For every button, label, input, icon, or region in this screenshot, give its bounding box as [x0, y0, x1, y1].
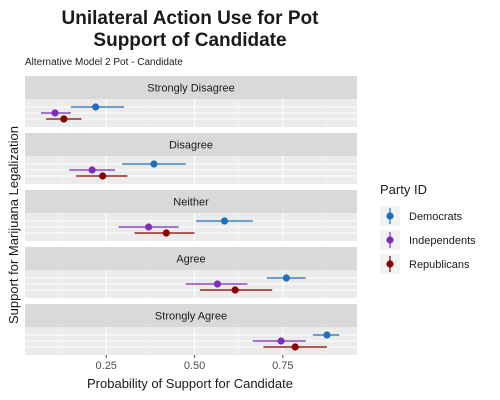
facet-strongly-disagree: Strongly Disagree [25, 76, 357, 127]
legend-label-independents: Independents [409, 235, 476, 247]
legend-label-democrats: Democrats [409, 211, 463, 223]
legend-key-point [386, 212, 394, 220]
facet-strip-label: Strongly Agree [155, 311, 227, 323]
point-republicans [60, 115, 68, 123]
facet-strongly-agree: Strongly Agree [25, 304, 357, 355]
facet-strip-label: Disagree [169, 140, 213, 152]
legend-key-point [386, 260, 394, 268]
facet-neither: Neither [25, 190, 357, 241]
point-independents [145, 223, 153, 231]
point-democrats [323, 331, 331, 339]
facet-strip-label: Strongly Disagree [147, 83, 234, 95]
point-democrats [220, 217, 229, 225]
point-democrats [150, 160, 158, 168]
point-independents [277, 337, 285, 345]
chart-title-line-2: Support of Candidate [93, 30, 286, 51]
x-tick-label: 0.75 [272, 360, 293, 372]
legend: Party ID Democrats Independents Republican… [380, 182, 476, 274]
legend-key-republicans [380, 254, 400, 274]
chart-title-line-1: Unilateral Action Use for Pot [62, 8, 320, 29]
facet-disagree: Disagree [25, 133, 357, 184]
facet-strip [25, 304, 357, 327]
point-republicans [99, 172, 107, 180]
x-tick-label: 0.25 [96, 360, 117, 372]
legend-key-point [386, 236, 394, 244]
legend-key-independents [380, 230, 400, 250]
point-republicans [231, 286, 239, 294]
facet-strip-label: Neither [173, 197, 209, 209]
point-democrats [92, 103, 100, 111]
facet-panels: Strongly Disagree Disagree Neither Agree Str… [25, 76, 357, 355]
y-axis-label: Support for Marijuana Legalization [6, 126, 21, 324]
facet-strip [25, 76, 357, 99]
x-tick-label: 0.50 [184, 360, 205, 372]
point-democrats [282, 274, 290, 282]
point-republicans [162, 229, 170, 237]
point-independents [213, 280, 222, 288]
legend-key-democrats [380, 206, 400, 226]
point-independents [51, 109, 59, 117]
x-axis: 0.25 0.50 0.75 [96, 355, 294, 372]
facet-strip-label: Agree [176, 254, 205, 266]
legend-label-republicans: Republicans [409, 259, 470, 271]
point-republicans [291, 343, 299, 351]
facet-strip [25, 190, 357, 213]
chart-subtitle: Alternative Model 2 Pot - Candidate [25, 57, 183, 68]
facet-agree: Agree [25, 247, 357, 298]
point-independents [88, 166, 96, 174]
x-axis-label: Probability of Support for Candidate [87, 376, 293, 391]
facet-strip [25, 247, 357, 270]
legend-title: Party ID [380, 182, 427, 197]
facet-strip [25, 133, 357, 156]
